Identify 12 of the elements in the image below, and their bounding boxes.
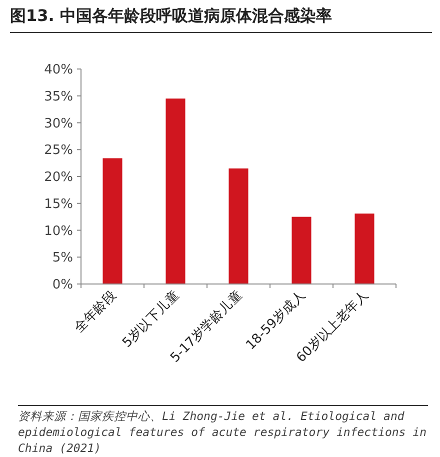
- y-tick-label: 10%: [44, 224, 73, 239]
- y-tick-label: 15%: [44, 196, 73, 212]
- y-tick-label: 35%: [44, 89, 73, 104]
- chart-title: 图13. 中国各年龄段呼吸道病原体混合感染率: [10, 6, 332, 27]
- y-tick-label: 5%: [52, 250, 73, 266]
- y-tick-label: 25%: [44, 143, 73, 158]
- y-tick-label: 40%: [44, 62, 73, 78]
- y-tick-label: 0%: [52, 278, 73, 292]
- y-tick-label: 30%: [44, 116, 73, 132]
- x-tick-label: 全年龄段: [72, 288, 120, 336]
- y-tick-label: 20%: [44, 170, 73, 185]
- text: 资料来源：国家疾控中心、Li Zhong-Jie et al. Etiological and epidemiological features of acute respiratory infections in China (2021): [18, 405, 428, 456]
